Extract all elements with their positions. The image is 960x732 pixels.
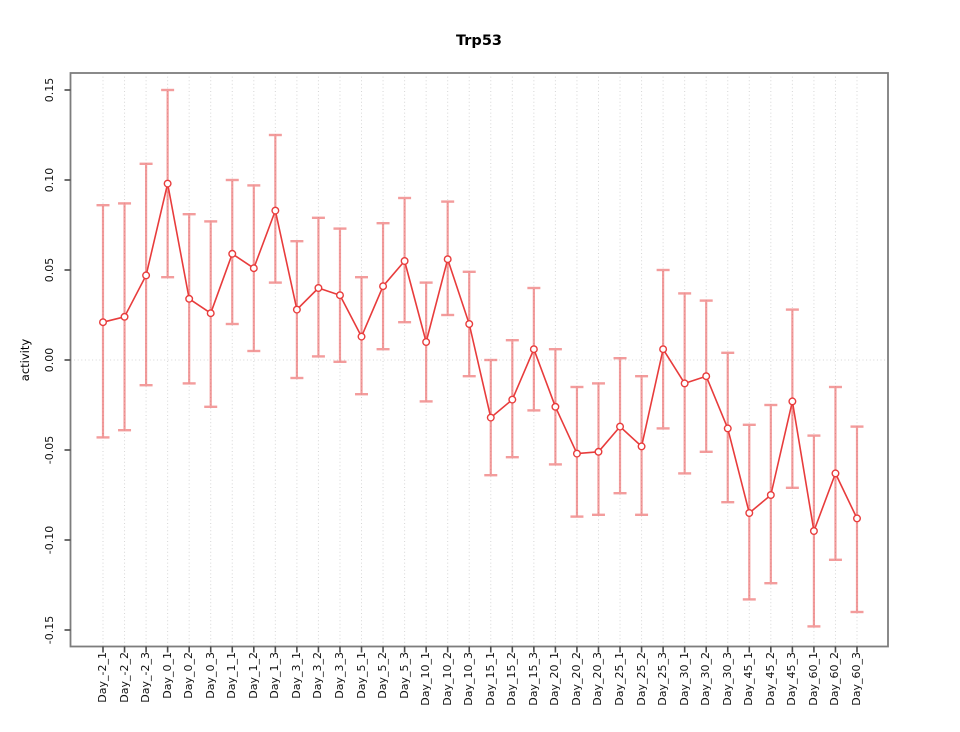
x-tick-label: Day_30_2 xyxy=(699,652,713,706)
data-point xyxy=(98,318,107,327)
data-point xyxy=(508,395,517,404)
x-tick-label: Day_1_3 xyxy=(268,652,282,699)
data-point xyxy=(271,206,280,215)
data-point xyxy=(723,424,732,433)
x-tick-label: Day_45_1 xyxy=(742,652,756,706)
x-tick-label: Day_25_1 xyxy=(613,652,627,706)
data-point xyxy=(594,447,603,456)
x-tick-label: Day_-2_1 xyxy=(96,652,109,703)
data-point xyxy=(659,345,668,354)
x-tick-label: Day_10_2 xyxy=(440,652,454,706)
x-tick-label: Day_25_2 xyxy=(634,652,648,706)
data-point xyxy=(357,332,366,341)
y-tick-label: -0.15 xyxy=(43,615,56,645)
chart-title: Trp53 xyxy=(455,33,502,49)
data-point xyxy=(745,509,754,518)
data-point xyxy=(572,449,581,458)
x-tick-label: Day_15_2 xyxy=(505,652,519,706)
data-point xyxy=(379,282,388,291)
x-tick-label: Day_5_2 xyxy=(376,652,390,699)
x-tick-label: Day_15_1 xyxy=(483,652,497,706)
x-tick-label: Day_3_3 xyxy=(332,652,346,699)
x-tick-label: Day_-2_2 xyxy=(117,652,131,703)
x-tick-label: Day_15_3 xyxy=(526,652,540,706)
data-point xyxy=(831,469,840,478)
y-tick-label: 0.00 xyxy=(43,347,56,373)
x-tick-label: Day_3_2 xyxy=(311,652,325,699)
x-tick-label: Day_0_1 xyxy=(160,652,174,699)
data-point xyxy=(702,372,711,381)
x-tick-label: Day_20_3 xyxy=(591,652,605,706)
data-point xyxy=(809,527,818,536)
data-point xyxy=(292,305,301,314)
y-tick-label: -0.10 xyxy=(43,525,56,555)
x-tick-label: Day_0_3 xyxy=(203,652,217,699)
x-tick-label: Day_30_1 xyxy=(677,652,691,706)
x-tick-label: Day_60_1 xyxy=(806,652,820,706)
x-tick-label: Day_60_2 xyxy=(828,652,842,706)
x-tick-label: Day_5_3 xyxy=(397,652,411,699)
data-point xyxy=(465,320,474,329)
error-bars xyxy=(96,88,864,628)
data-point xyxy=(443,255,452,264)
x-tick-label: Day_1_1 xyxy=(225,652,239,699)
data-point xyxy=(314,284,323,293)
data-point xyxy=(206,309,215,318)
x-tick-label: Day_25_3 xyxy=(656,652,670,706)
x-tick-label: Day_3_1 xyxy=(289,652,303,699)
x-tick-label: Day_5_1 xyxy=(354,652,368,699)
y-tick-label: -0.05 xyxy=(43,435,56,465)
data-point xyxy=(185,294,194,303)
x-tick-label: Day_30_3 xyxy=(720,652,734,706)
data-point xyxy=(422,338,431,347)
data-point xyxy=(163,179,172,188)
data-point xyxy=(637,442,646,451)
data-line xyxy=(102,182,858,532)
x-tick-label: Day_60_3 xyxy=(850,652,863,706)
data-point xyxy=(616,422,625,431)
data-point xyxy=(853,514,862,523)
data-point xyxy=(228,249,237,258)
data-point xyxy=(788,397,797,406)
data-point xyxy=(120,312,129,321)
y-tick-label: 0.10 xyxy=(43,167,56,193)
x-tick-label: Day_45_2 xyxy=(763,652,777,706)
x-tick-label: Day_20_1 xyxy=(548,652,562,706)
data-point xyxy=(529,345,538,354)
y-tick-label: 0.05 xyxy=(43,257,56,283)
x-tick-label: Day_1_2 xyxy=(246,652,260,699)
data-point xyxy=(142,271,151,280)
data-point xyxy=(766,491,775,500)
x-tick-label: Day_45_3 xyxy=(785,652,799,706)
data-point xyxy=(400,257,409,266)
data-point xyxy=(551,402,560,411)
y-tick-label: 0.15 xyxy=(43,77,56,103)
data-point xyxy=(680,379,689,388)
data-point xyxy=(486,413,495,422)
x-tick-label: Day_0_2 xyxy=(182,652,196,699)
x-tick-label: Day_10_1 xyxy=(419,652,433,706)
x-tick-label: Day_10_3 xyxy=(462,652,476,706)
data-point xyxy=(335,291,344,300)
x-tick-label: Day_-2_3 xyxy=(139,652,153,703)
data-point xyxy=(249,264,258,273)
x-tick-label: Day_20_2 xyxy=(569,652,583,706)
